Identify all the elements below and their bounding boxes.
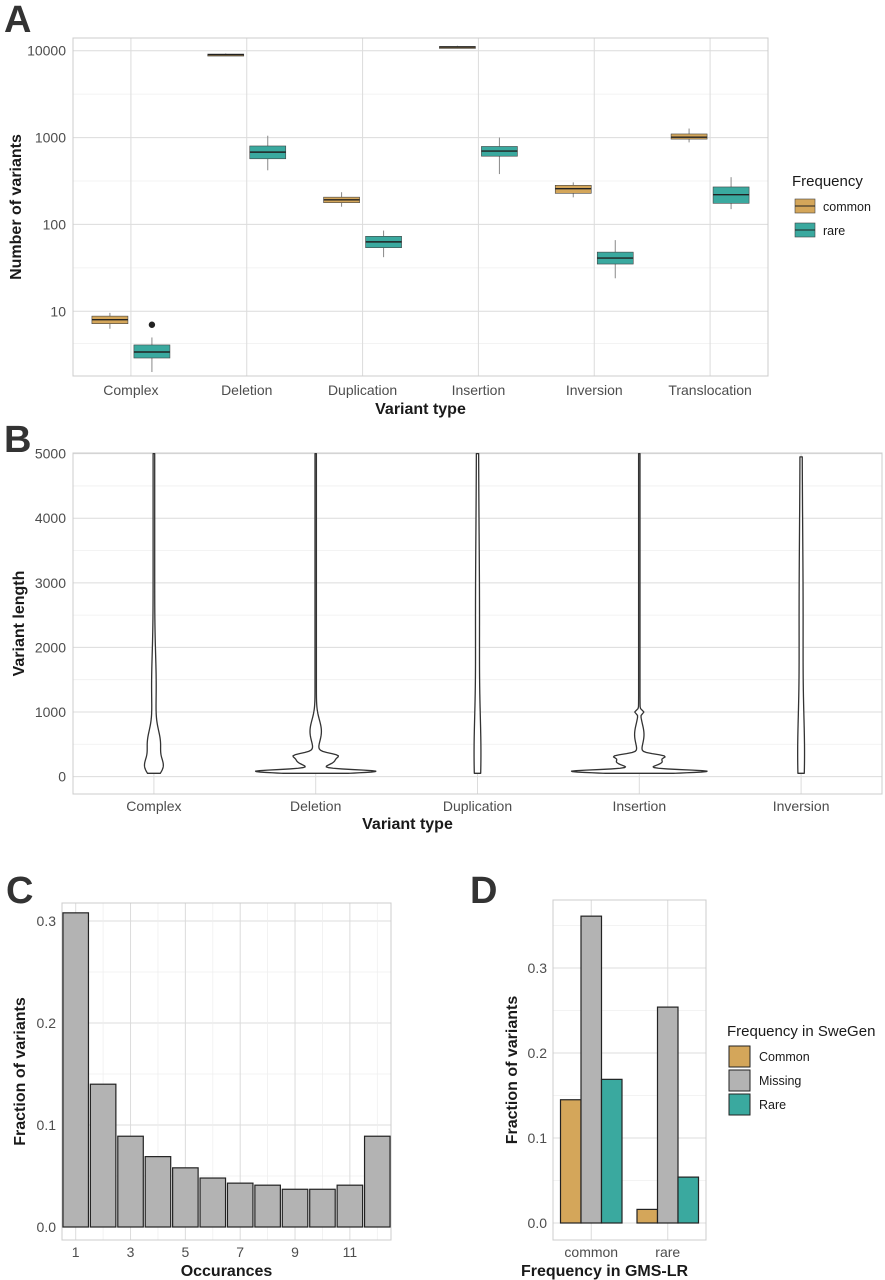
- x-tick-label-a: Inversion: [566, 382, 623, 398]
- panel-border-c: [61, 902, 392, 1241]
- legend-title-d: Frequency in SweGen: [727, 1023, 875, 1040]
- legend-label-common: common: [823, 200, 871, 214]
- x-tick-label-a: Complex: [103, 382, 158, 398]
- bar-rare-rare: [677, 1176, 700, 1224]
- legend-key-common: [728, 1045, 751, 1068]
- chart-c-occurances: 0.0 0.1 0.2 0.3 1 3 5 7 9 11 Occurances Fraction of…: [12, 902, 392, 1280]
- violin-deletion: [254, 453, 377, 774]
- bar-occurance-1: [62, 912, 90, 1228]
- bar-missing-rare: [656, 1006, 679, 1224]
- chart-d-swegen-frequency: 0.0 0.1 0.2 0.3 common rare Frequency in GMS-L…: [504, 899, 875, 1280]
- panel-letter-b: B: [4, 419, 31, 461]
- x-tick-label-c: 1: [72, 1244, 80, 1260]
- x-tick-label-a: Deletion: [221, 382, 272, 398]
- plot-area-a: [73, 38, 768, 376]
- violin-complex: [143, 453, 164, 774]
- x-axis-title-b: Variant type: [362, 816, 453, 833]
- x-axis-title-a: Variant type: [375, 401, 466, 418]
- y-tick-label-b: 5000: [35, 446, 66, 462]
- legend-label-rare: rare: [823, 224, 845, 238]
- legend-label-missing: Missing: [759, 1074, 801, 1088]
- bar-occurance-9: [281, 1188, 309, 1228]
- panel-letter-d: D: [470, 870, 497, 912]
- y-tick-label-b: 4000: [35, 510, 66, 526]
- bar-occurance-7: [226, 1182, 254, 1228]
- plot-area-c: [62, 903, 391, 1240]
- legend-key-missing: [728, 1069, 751, 1092]
- y-axis-title-b: Variant length: [11, 571, 28, 677]
- bar-common-common: [559, 1099, 582, 1224]
- x-tick-label-d: rare: [655, 1244, 680, 1260]
- x-tick-label-a: Duplication: [328, 382, 397, 398]
- y-tick-label-a: 1000: [35, 130, 66, 146]
- y-tick-label-a: 100: [43, 216, 67, 232]
- x-tick-label-a: Insertion: [452, 382, 506, 398]
- violin-insertion: [570, 453, 708, 774]
- y-axis-title-c: Fraction of variants: [12, 997, 29, 1146]
- chart-b-variant-lengths: 0 1000 2000 3000 4000 5000 Complex Deletion Dupl…: [11, 446, 883, 833]
- bar-occurance-8: [254, 1184, 281, 1228]
- y-axis-title-a: Number of variants: [8, 134, 25, 280]
- y-tick-label-d: 0.3: [528, 960, 548, 976]
- y-tick-label-c: 0.3: [37, 913, 57, 929]
- x-tick-label-d: common: [564, 1244, 618, 1260]
- y-tick-label-d: 0.1: [528, 1130, 548, 1146]
- x-tick-label-b: Insertion: [612, 798, 666, 814]
- panel-letter-c: C: [6, 870, 33, 912]
- bar-common-rare: [636, 1208, 659, 1224]
- bar-occurance-2: [89, 1083, 117, 1228]
- bar-rare-common: [600, 1078, 623, 1224]
- y-tick-label-c: 0.0: [37, 1219, 57, 1235]
- bar-occurance-6: [199, 1177, 227, 1228]
- legend-key-rare: [728, 1093, 751, 1116]
- x-tick-label-c: 7: [236, 1244, 244, 1260]
- y-tick-label-b: 2000: [35, 639, 66, 655]
- y-tick-label-c: 0.1: [37, 1117, 57, 1133]
- y-tick-label-d: 0.0: [528, 1215, 548, 1231]
- y-tick-label-a: 10: [50, 303, 66, 319]
- bar-occurance-4: [144, 1156, 172, 1228]
- bar-occurance-3: [117, 1135, 144, 1228]
- x-tick-label-a: Translocation: [668, 382, 752, 398]
- x-tick-label-b: Inversion: [773, 798, 830, 814]
- outlier-rare: [148, 321, 156, 328]
- violin-inversion: [797, 456, 806, 774]
- bar-occurance-12: [363, 1135, 391, 1228]
- panel-letter-a: A: [4, 0, 31, 41]
- legend-title-a: Frequency: [792, 173, 863, 190]
- y-tick-label-b: 3000: [35, 575, 66, 591]
- legend-label-common: Common: [759, 1050, 810, 1064]
- y-tick-label-b: 1000: [35, 704, 66, 720]
- legend-label-rare: Rare: [759, 1098, 786, 1112]
- y-axis-title-d: Fraction of variants: [504, 996, 521, 1145]
- y-tick-label-d: 0.2: [528, 1045, 548, 1061]
- x-tick-label-c: 3: [127, 1244, 135, 1260]
- x-tick-label-b: Duplication: [443, 798, 512, 814]
- panel-border-d: [552, 899, 707, 1241]
- y-tick-label-c: 0.2: [37, 1015, 57, 1031]
- bar-missing-common: [580, 915, 603, 1224]
- x-tick-label-c: 5: [181, 1244, 189, 1260]
- x-tick-label-b: Deletion: [290, 798, 341, 814]
- panel-border-a: [72, 37, 769, 377]
- x-tick-label-c: 9: [291, 1244, 299, 1260]
- bar-occurance-10: [309, 1188, 336, 1228]
- x-tick-label-b: Complex: [126, 798, 181, 814]
- x-tick-label-c: 11: [343, 1244, 358, 1260]
- chart-a-variant-counts: 10 100 1000 10000 Complex Deletion Duplication…: [8, 37, 871, 418]
- x-axis-title-c: Occurances: [181, 1263, 273, 1280]
- bar-occurance-5: [172, 1167, 199, 1228]
- y-tick-label-a: 10000: [27, 43, 66, 59]
- y-tick-label-b: 0: [58, 769, 66, 785]
- violin-duplication: [473, 453, 482, 774]
- x-axis-title-d: Frequency in GMS-LR: [521, 1263, 689, 1280]
- bar-occurance-11: [336, 1184, 364, 1228]
